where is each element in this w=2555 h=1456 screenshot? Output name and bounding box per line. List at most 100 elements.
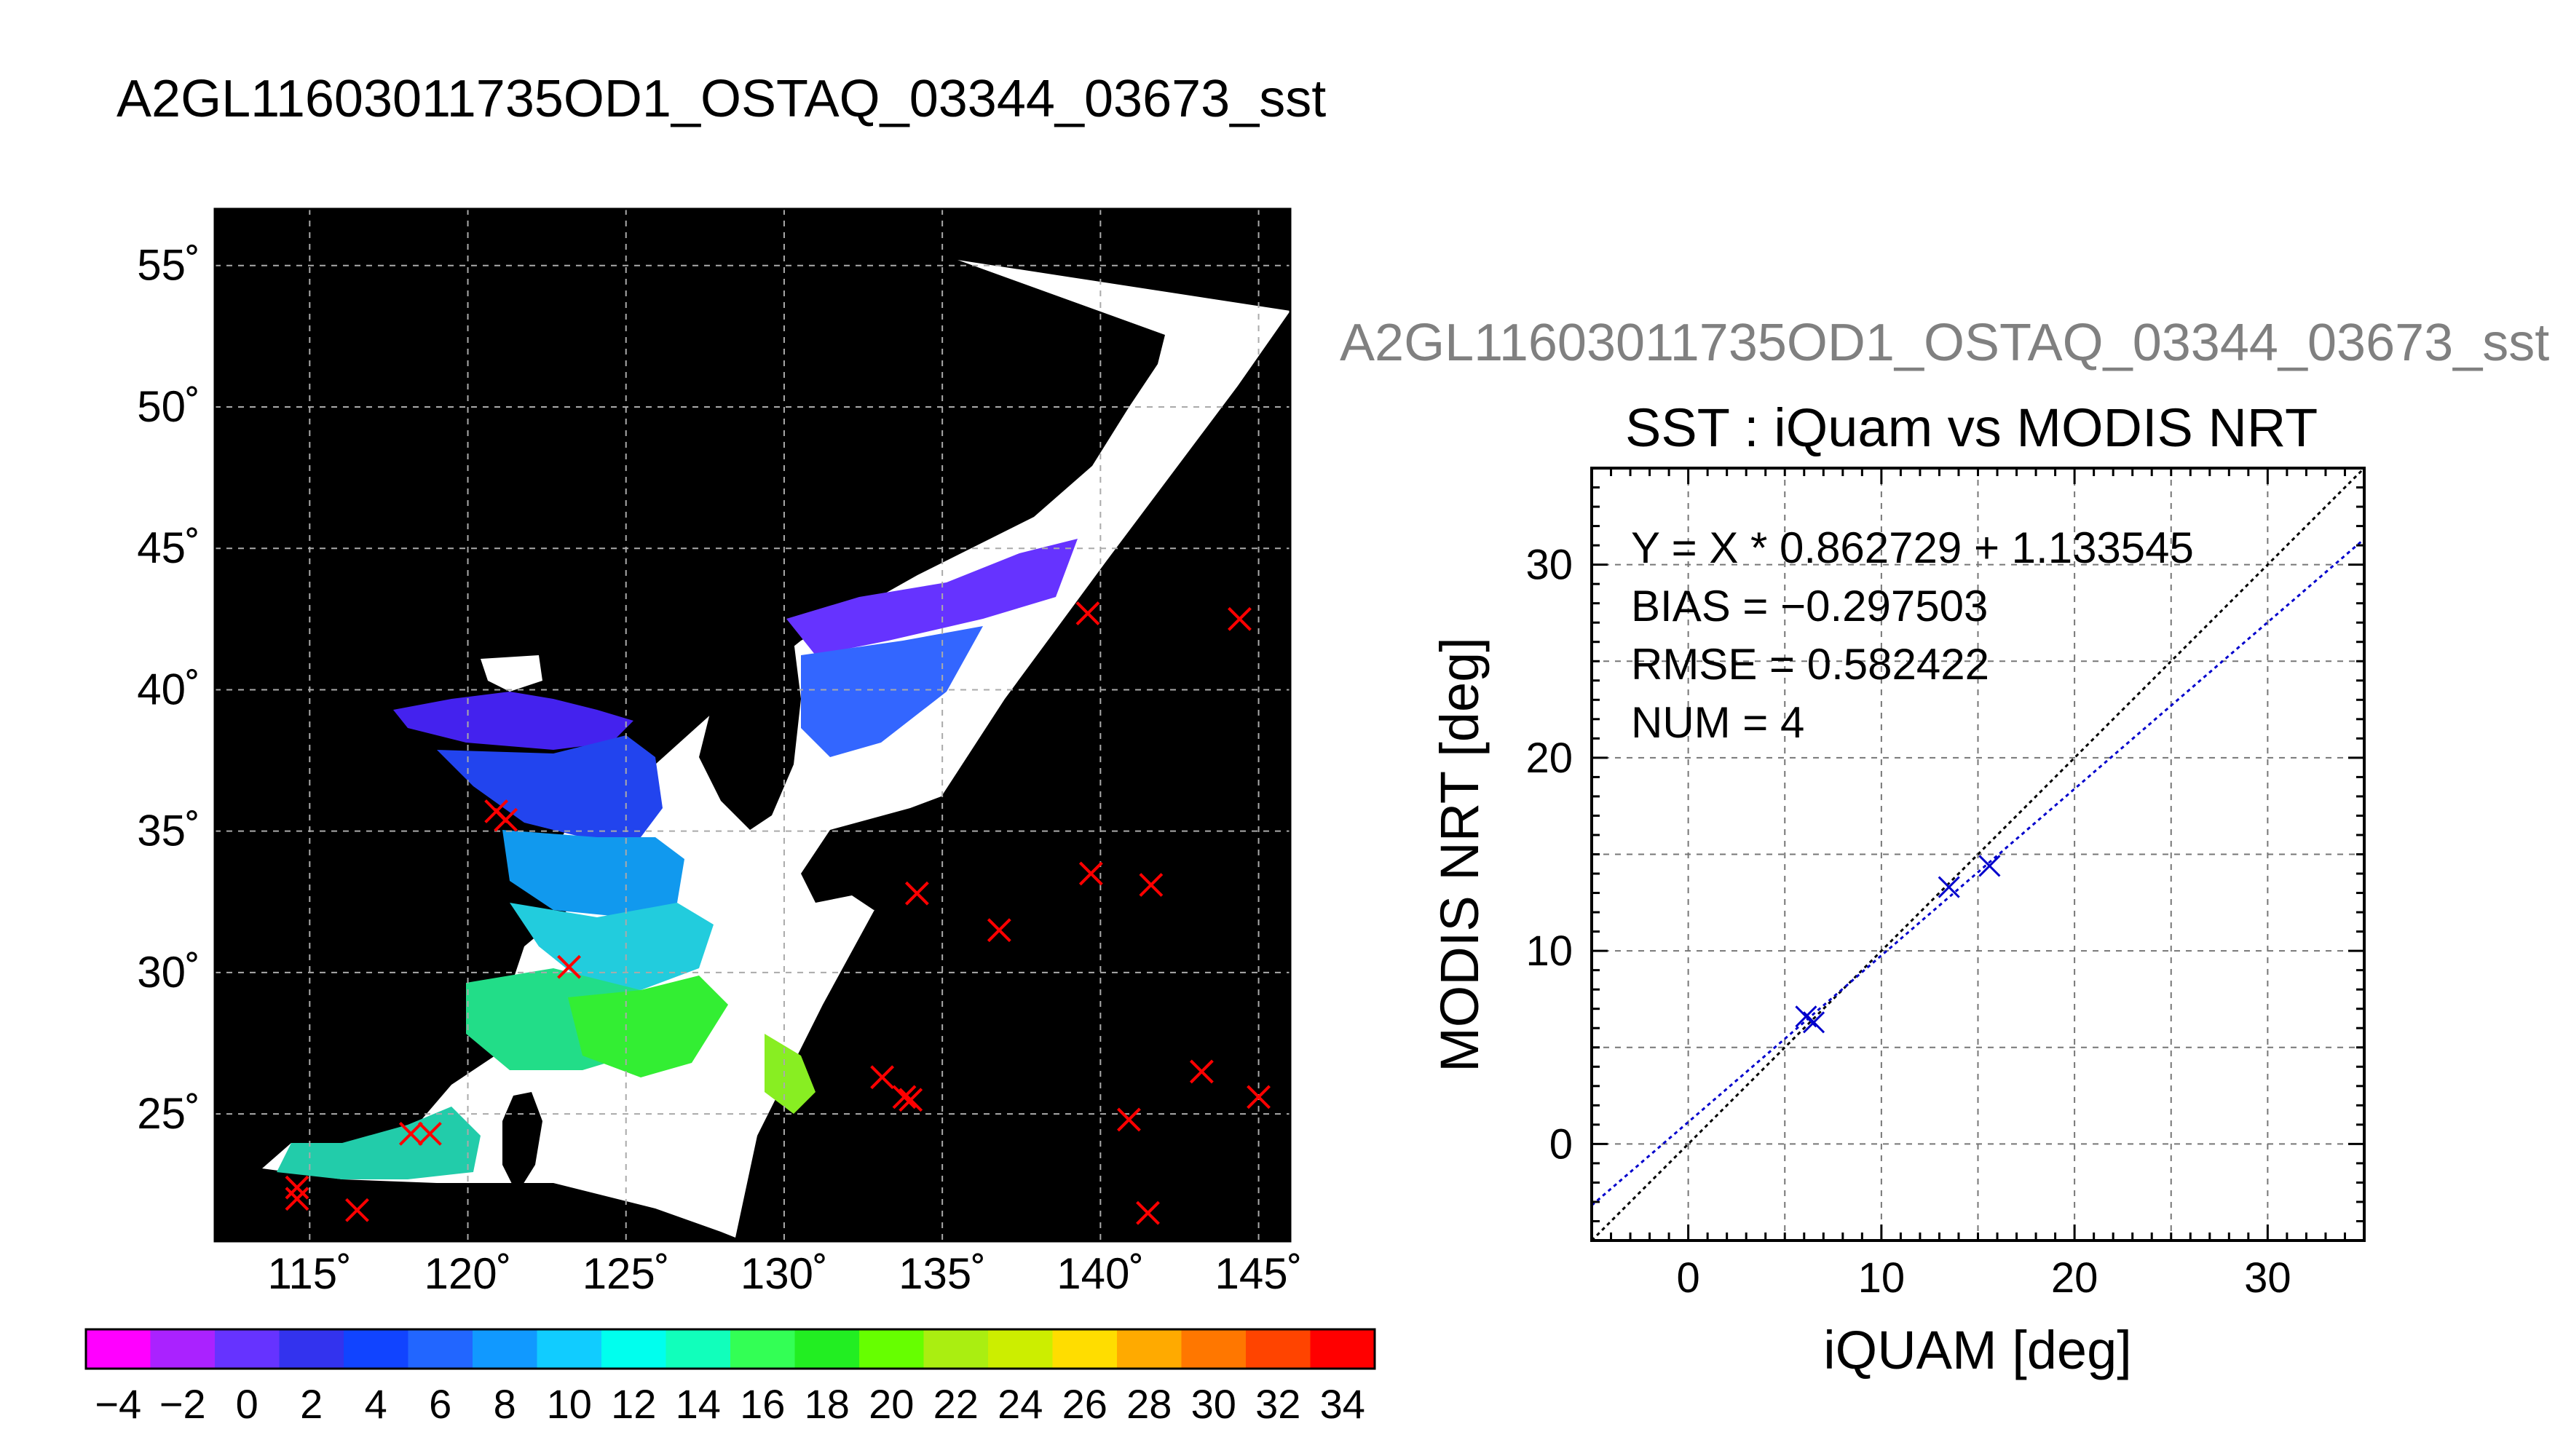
- map-tick-labels: 115˚ 120˚ 125˚ 130˚ 135˚ 140˚ 145˚ 25˚ 30˚ 35˚ 40˚…: [137, 241, 1302, 1298]
- map-x-tick-label: 145˚: [1215, 1249, 1303, 1298]
- japan-land: [801, 757, 1078, 910]
- map-marker: [899, 1088, 923, 1112]
- colorbar-tick-label: 30: [1191, 1381, 1236, 1427]
- sst-swath: [262, 260, 1290, 1238]
- map-marker: [892, 1085, 917, 1109]
- scatter-file-title: A2GL11603011735OD1_OSTAQ_03344_03673_sst: [1340, 314, 2550, 372]
- map-marker: [870, 1065, 895, 1090]
- scatter-stat-annotation: Y = X * 0.862729 + 1.133545: [1631, 523, 2194, 572]
- colorbar-tick-label: 32: [1255, 1381, 1300, 1427]
- map-y-tick-label: 35˚: [137, 807, 200, 855]
- scatter-stat-annotation: BIAS = −0.297503: [1631, 582, 1988, 630]
- map-marker: [494, 807, 518, 832]
- colorbar-segment: [1310, 1329, 1375, 1369]
- map-y-tick-label: 40˚: [137, 665, 200, 713]
- colorbar-segment: [1181, 1329, 1247, 1369]
- scatter-x-tick-label: 10: [1858, 1254, 1906, 1302]
- colorbar-segment: [279, 1329, 344, 1369]
- map-x-tick-label: 130˚: [741, 1249, 828, 1298]
- colorbar-tick-label: 28: [1126, 1381, 1172, 1427]
- sst-band-light-blue: [502, 830, 684, 917]
- colorbar-tick-label: 14: [676, 1381, 721, 1427]
- colorbar-tick-label: 22: [933, 1381, 979, 1427]
- map-grid: [215, 209, 1290, 1241]
- map-y-tick-label: 30˚: [137, 948, 200, 997]
- scatter-y-tick-label: 30: [1525, 542, 1573, 589]
- map-y-tick-label: 25˚: [137, 1089, 200, 1138]
- colorbar-segment: [150, 1329, 216, 1369]
- colorbar-segment: [408, 1329, 473, 1369]
- sst-band-blue: [437, 735, 663, 837]
- map-marker: [1075, 601, 1100, 625]
- map-marker: [417, 1121, 442, 1146]
- map-x-tick-label: 125˚: [583, 1249, 670, 1298]
- scatter-x-tick-label: 20: [2051, 1254, 2098, 1302]
- map-marker: [987, 918, 1011, 943]
- colorbar-segment: [730, 1329, 795, 1369]
- taiwan-land: [502, 1092, 542, 1194]
- colorbar-segment: [794, 1329, 860, 1369]
- scatter-x-tick-label: 0: [1676, 1254, 1699, 1302]
- scatter-y-tick-label: 0: [1549, 1120, 1573, 1168]
- map-marker: [285, 1175, 309, 1200]
- colorbar-segment: [86, 1329, 151, 1369]
- map-x-tick-label: 135˚: [899, 1249, 986, 1298]
- scatter-lines: [1592, 468, 2364, 1241]
- map-marker: [557, 954, 581, 979]
- scatter-chart-title: SST : iQuam vs MODIS NRT: [1625, 397, 2318, 458]
- scatter-point: [1802, 1011, 1825, 1034]
- colorbar-tick-label: 8: [494, 1381, 516, 1427]
- map-markers: [285, 601, 1271, 1225]
- colorbar-segment: [859, 1329, 924, 1369]
- colorbar-segment: [666, 1329, 731, 1369]
- figure-title: A2GL11603011735OD1_OSTAQ_03344_03673_sst: [117, 70, 1327, 128]
- map-y-tick-label: 55˚: [137, 241, 200, 290]
- map-y-tick-label: 50˚: [137, 382, 200, 431]
- map-marker: [1189, 1059, 1214, 1084]
- colorbar-tick-label: 24: [998, 1381, 1043, 1427]
- colorbar-frame: [84, 1328, 1376, 1370]
- map-x-tick-label: 115˚: [268, 1249, 352, 1298]
- colorbar-tick-label: 18: [805, 1381, 850, 1427]
- sst-band-south: [277, 1107, 481, 1179]
- map-marker: [904, 881, 929, 906]
- scatter-stat-annotation: RMSE = 0.582422: [1631, 640, 1989, 689]
- colorbar-tick-label: 26: [1062, 1381, 1107, 1427]
- scatter-grid: [1592, 468, 2364, 1241]
- colorbar-segment: [1052, 1329, 1118, 1369]
- colorbar-segment: [537, 1329, 602, 1369]
- scatter-plot: 0 10 20 30 0 10 20 30 Y = X * 0.862729 + 1.1335…: [1429, 467, 2366, 1380]
- colorbar-segment: [1117, 1329, 1182, 1369]
- sst-band-warm: [765, 1034, 816, 1114]
- scatter-y-axis-label: MODIS NRT [deg]: [1429, 637, 1490, 1072]
- map-y-tick-label: 45˚: [137, 523, 200, 572]
- colorbar-tick-label: 16: [740, 1381, 785, 1427]
- map-marker: [1228, 606, 1252, 631]
- colorbar-segment: [215, 1329, 280, 1369]
- scatter-annotations: Y = X * 0.862729 + 1.133545 BIAS = −0.297…: [1631, 523, 2194, 747]
- map-marker: [285, 1187, 309, 1211]
- colorbar-tick-label: 10: [547, 1381, 592, 1427]
- map-marker: [1078, 861, 1103, 886]
- colorbar: −4 −2 0 2 4 6 8 10 12 14 16 18 20 22 24 26 28 30 32 34: [84, 1328, 1376, 1427]
- map-x-tick-label: 140˚: [1057, 1249, 1144, 1298]
- map-marker: [398, 1121, 423, 1146]
- map-marker: [1139, 873, 1164, 897]
- scatter-x-tick-label: 30: [2244, 1254, 2291, 1302]
- colorbar-segment: [601, 1329, 666, 1369]
- map-marker: [1247, 1085, 1271, 1109]
- colorbar-tick-label: −2: [159, 1381, 206, 1427]
- colorbar-tick-label: 4: [365, 1381, 387, 1427]
- colorbar-segment: [344, 1329, 408, 1369]
- sst-band-blue-2: [801, 626, 983, 757]
- colorbar-segment: [1246, 1329, 1311, 1369]
- colorbar-tick-label: 6: [429, 1381, 451, 1427]
- sst-band-cyan: [510, 903, 714, 990]
- regression-fit-line: [1592, 538, 2364, 1206]
- colorbar-tick-label: 0: [236, 1381, 258, 1427]
- sst-band-green: [568, 976, 728, 1077]
- colorbar-tick-label: −4: [95, 1381, 141, 1427]
- bohai-cloud: [481, 655, 542, 692]
- sst-map: 115˚ 120˚ 125˚ 130˚ 135˚ 140˚ 145˚ 25˚ 30˚ 35˚ 40˚…: [137, 207, 1303, 1298]
